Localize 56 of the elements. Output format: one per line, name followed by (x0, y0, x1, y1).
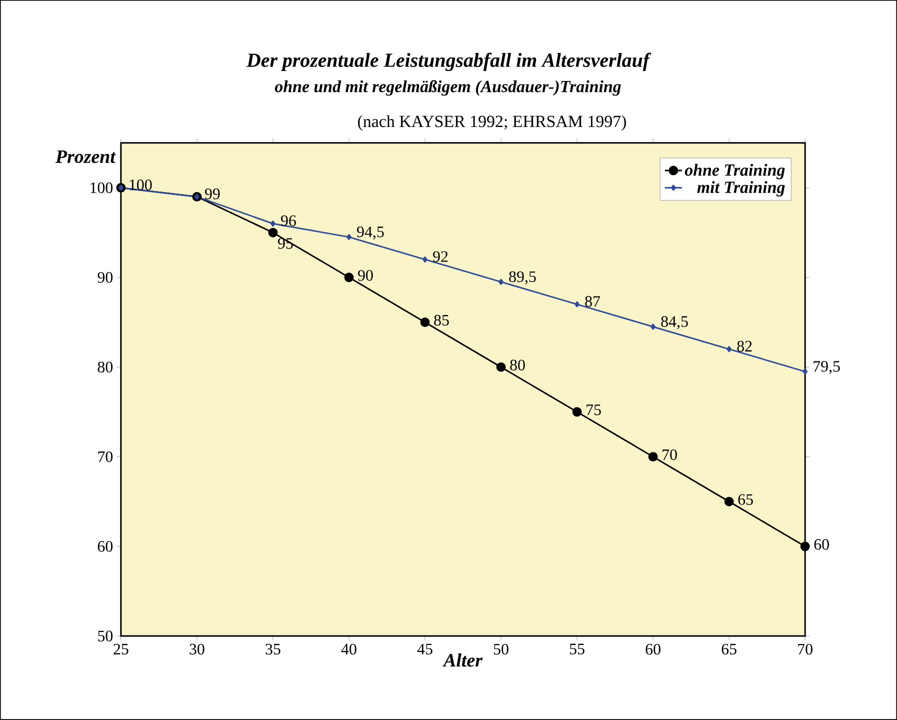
point (496, 362, 506, 372)
x-tick-label: 70 (798, 644, 812, 655)
y-tick-label: 70 (98, 451, 113, 462)
data-label: 90 (358, 270, 373, 281)
data-label: 84,5 (661, 316, 688, 330)
x-tick-label: 50 (494, 644, 508, 655)
point (422, 256, 428, 263)
point (802, 368, 808, 375)
point (724, 496, 734, 506)
point (726, 346, 732, 352)
point (344, 272, 354, 282)
data-label: 96 (281, 215, 296, 226)
x-tick-label: 55 (570, 644, 584, 654)
data-label: 79,5 (814, 361, 840, 374)
y-axis-title: Prozent (55, 150, 116, 164)
point (498, 278, 504, 285)
point (648, 452, 658, 462)
point (346, 234, 352, 240)
point (650, 324, 656, 330)
point (572, 407, 582, 417)
x-tick-label: 65 (722, 644, 736, 655)
data-label: 94,5 (357, 226, 384, 240)
legend-label: mit Training (697, 181, 785, 197)
data-label: 65 (738, 494, 753, 505)
x-tick-label: 45 (417, 644, 432, 654)
data-label: 89,5 (509, 271, 536, 284)
chart-title: Der prozentuale Leistungsabfall im Altersverlauf (246, 52, 652, 72)
x-tick-label: 40 (341, 644, 356, 655)
x-axis-title: Alter (442, 653, 483, 667)
point (270, 220, 276, 227)
data-label: 100 (130, 180, 152, 190)
chart-subtitle: ohne und mit regelmäßigem (Ausdauer-)Training (274, 80, 621, 96)
x-tick-label: 25 (114, 644, 128, 655)
text: (nach KAYSER 1992; EHRSAM 1997) (358, 115, 626, 131)
data-label: 75 (586, 404, 601, 416)
x-tick-label: 60 (646, 644, 660, 655)
data-label: 82 (737, 340, 752, 352)
x-tick-label: 30 (190, 644, 204, 655)
y-tick-label: 90 (98, 272, 113, 283)
data-label: 60 (814, 539, 829, 550)
point (574, 301, 580, 308)
y-tick-label: 50 (98, 630, 113, 642)
x-tick-label: 35 (266, 644, 280, 655)
data-label: 87 (585, 296, 600, 307)
data-label: 70 (662, 449, 677, 460)
y-tick-label: 100 (90, 182, 113, 194)
point (268, 228, 278, 238)
data-label: 99 (204, 188, 220, 200)
data-label: 85 (434, 314, 449, 326)
data-label: 92 (433, 251, 448, 262)
data-label: 80 (510, 360, 525, 370)
y-tick-label: 60 (98, 541, 113, 552)
y-tick-label: 80 (98, 362, 113, 372)
point (800, 542, 810, 552)
point (420, 318, 430, 327)
legend-label: ohne Training (684, 164, 785, 180)
